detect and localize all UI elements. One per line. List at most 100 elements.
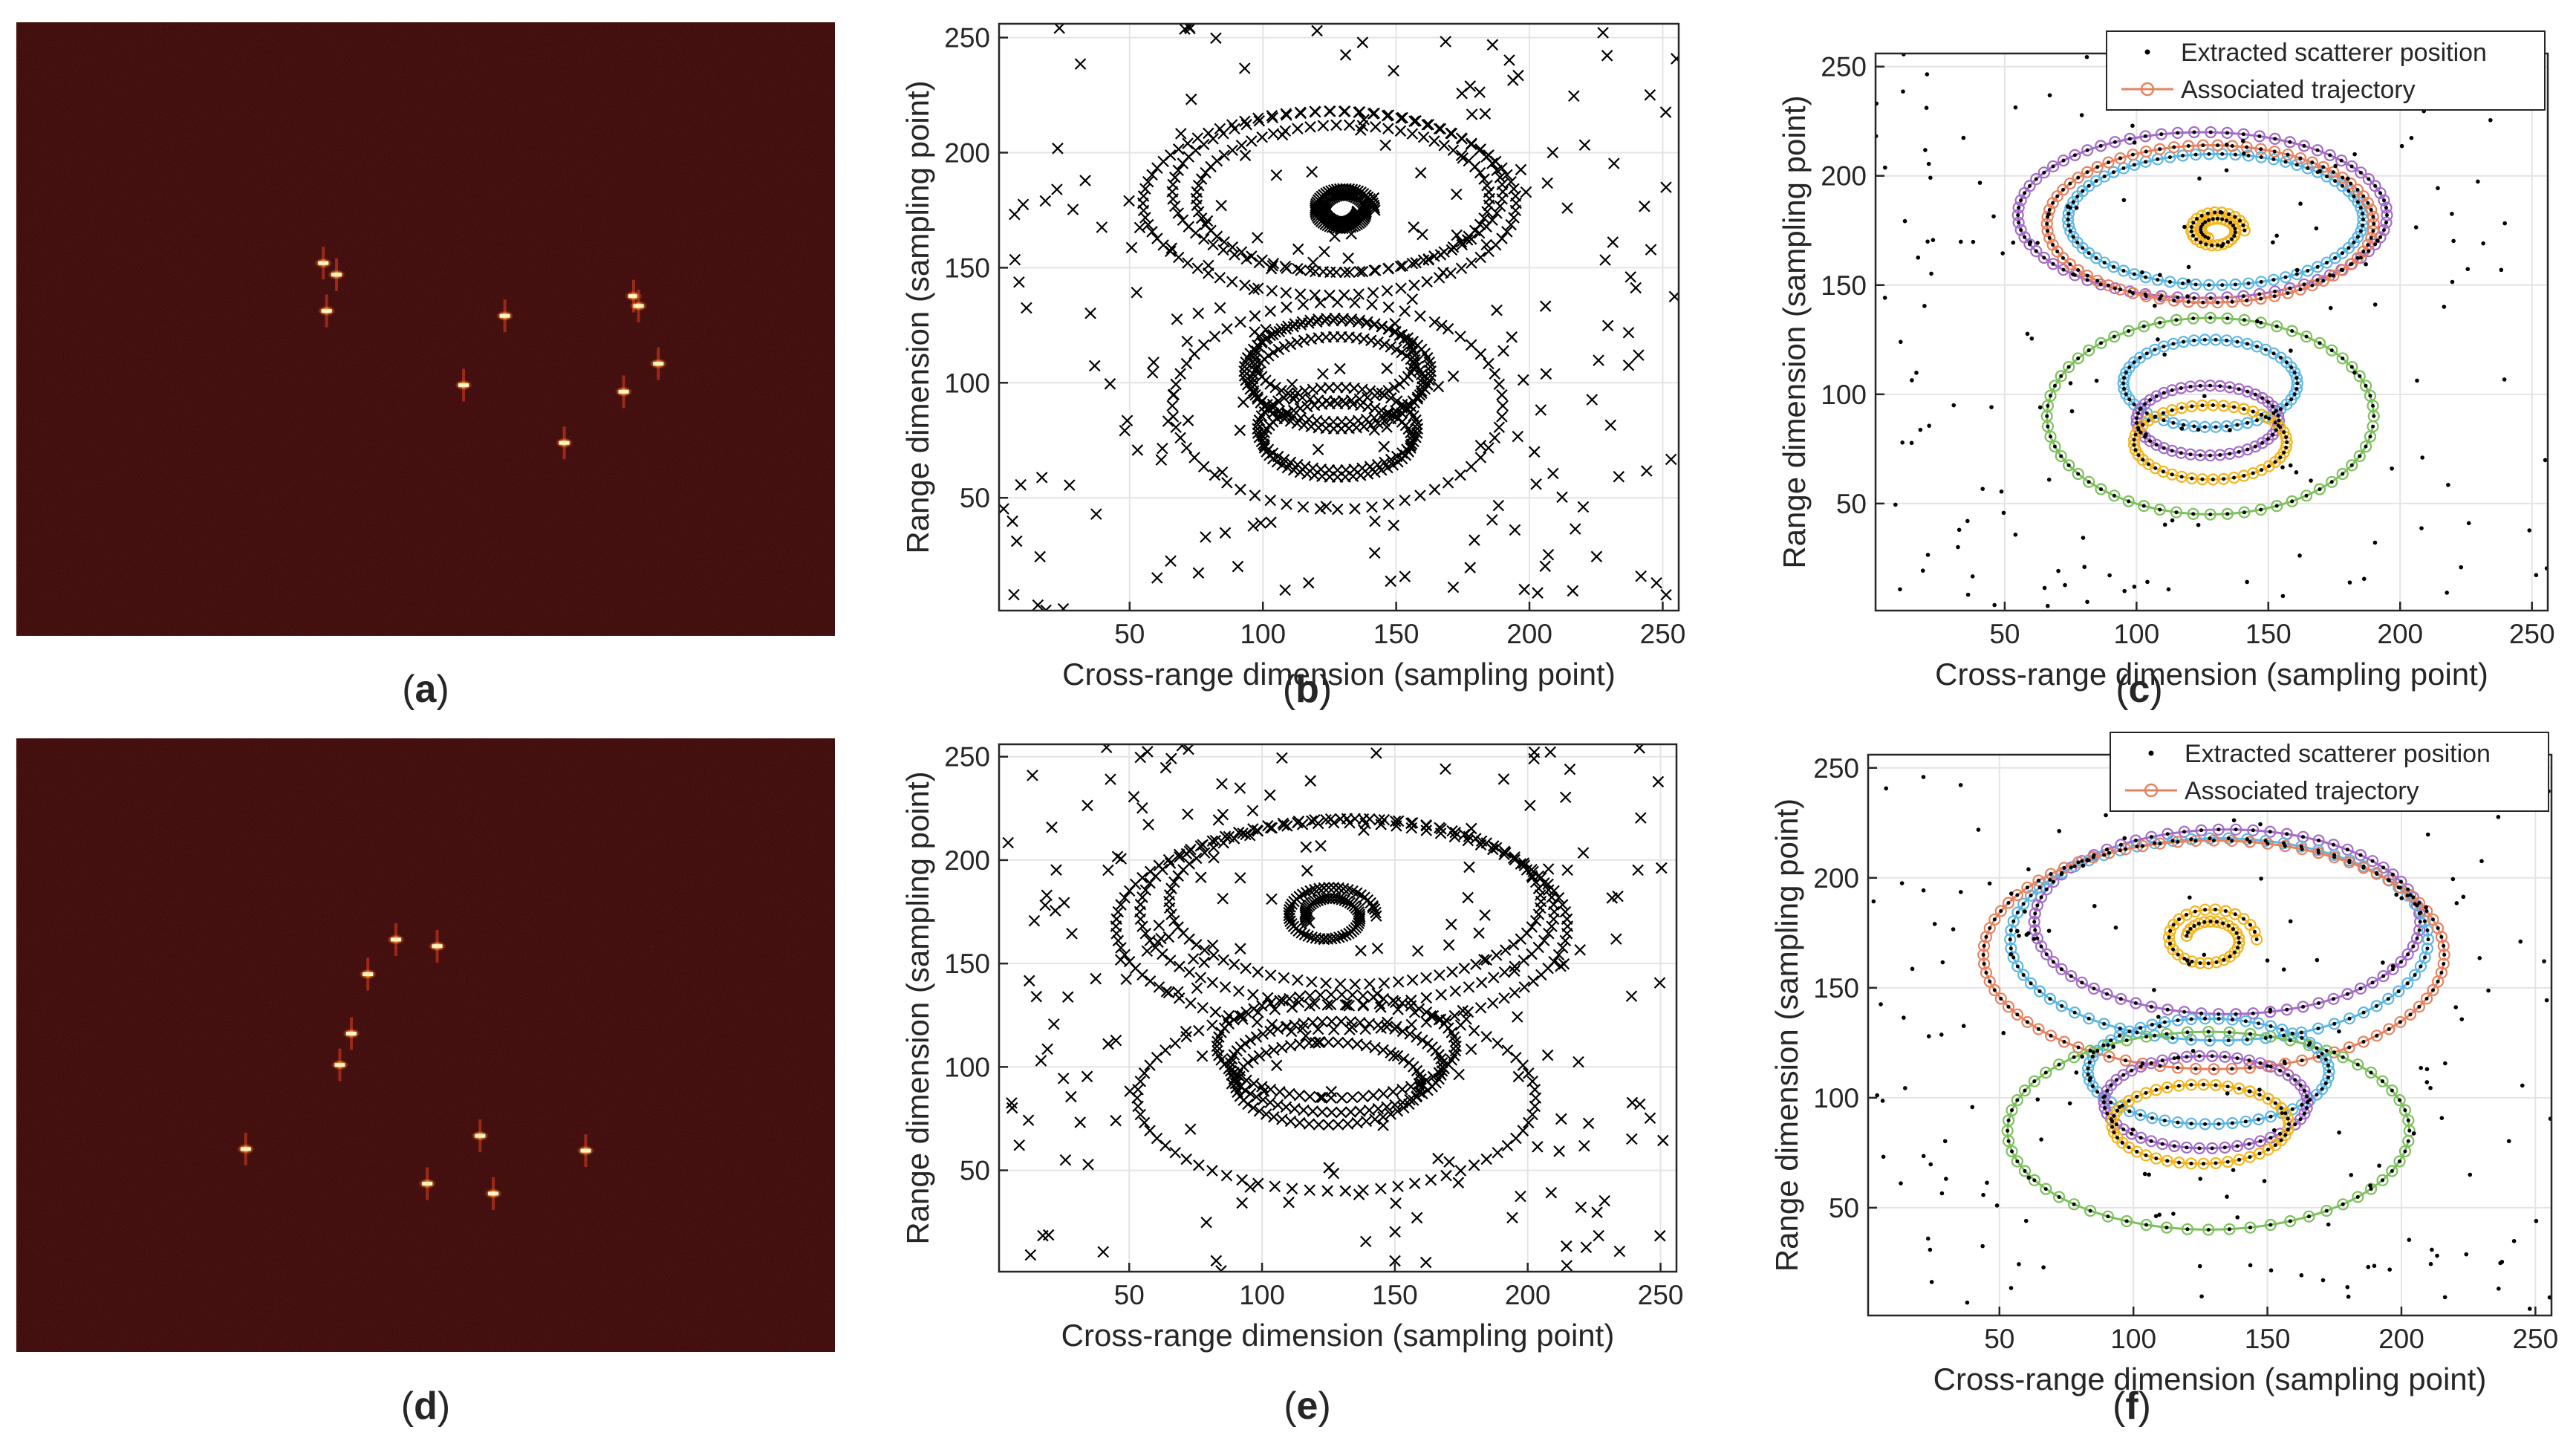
x-marker: [1286, 1183, 1298, 1195]
x-marker: [1336, 1092, 1348, 1104]
trajectory-marker: [2223, 1026, 2236, 1038]
scatterer-dot: [2199, 1294, 2204, 1299]
trajectory-marker: [2343, 1012, 2356, 1025]
x-marker: [1137, 204, 1150, 217]
scatterer-dot: [2257, 1117, 2261, 1122]
x-marker: [1542, 863, 1555, 875]
scatterer-dot: [2044, 887, 2049, 891]
scatterer-dot: [2015, 1159, 2020, 1163]
scatterer-dot: [2043, 1187, 2048, 1191]
scatterer-dot: [2337, 1029, 2341, 1034]
x-marker: [1144, 1059, 1156, 1071]
x-marker: [1449, 985, 1462, 998]
x-marker: [1593, 1229, 1604, 1242]
x-marker: [1660, 589, 1672, 601]
x-marker: [1252, 1177, 1264, 1190]
scatterer-7: [649, 347, 668, 380]
scatterer-dot: [2127, 1145, 2131, 1150]
scatterer-dot: [2085, 273, 2089, 278]
scatterer-dot: [2177, 917, 2182, 922]
trajectory-marker: [2255, 464, 2268, 476]
x-marker: [1268, 1044, 1280, 1056]
scatterer-dot: [2132, 443, 2136, 447]
trajectory-marker: [2346, 459, 2358, 472]
trajectory-marker: [2221, 507, 2234, 520]
x-marker: [1518, 857, 1530, 869]
scatterer-dot: [2071, 272, 2075, 277]
trajectory-marker: [2011, 1008, 2023, 1021]
scatterer-dot: [2106, 1043, 2110, 1047]
trajectory-marker: [2254, 316, 2267, 329]
x-marker: [1123, 195, 1135, 207]
scatterer-dot: [2047, 93, 2052, 98]
x-marker: [1165, 752, 1177, 764]
x-marker: [1311, 25, 1323, 37]
scatterer-dot: [1922, 304, 1927, 308]
x-marker: [1577, 847, 1590, 859]
x-marker: [1327, 817, 1340, 829]
x-marker: [1356, 36, 1369, 48]
scatterer-dot: [2144, 275, 2148, 279]
x-marker: [1304, 885, 1316, 897]
x-marker: [1272, 1023, 1284, 1035]
scatterer-dot: [2233, 912, 2237, 917]
scatterer-dot: [2046, 477, 2052, 482]
x-marker: [1327, 882, 1340, 894]
x-marker: [1228, 958, 1240, 971]
scatterer-dot: [2288, 140, 2292, 144]
x-marker: [1057, 602, 1070, 611]
scatterer-dot: [2268, 1035, 2273, 1039]
trajectory-marker: [2130, 997, 2142, 1009]
trajectory-marker: [2120, 366, 2133, 379]
trajectory-marker: [2226, 296, 2239, 308]
x-marker: [1381, 110, 1393, 122]
scatterer-dot: [2202, 952, 2207, 957]
trajectory-marker: [2281, 149, 2294, 161]
trajectory-marker: [2033, 985, 2046, 998]
scatterer-dot: [2068, 229, 2072, 233]
trajectory-marker: [2011, 1155, 2023, 1168]
x-marker: [1442, 322, 1454, 335]
trajectory-marker: [2320, 1077, 2332, 1090]
scatterer-dot: [2066, 204, 2070, 209]
x-marker: [1518, 583, 1530, 596]
x-marker: [1359, 1023, 1371, 1035]
trajectory-marker: [2401, 977, 2414, 989]
scatterer-dot: [2232, 234, 2237, 238]
scatterer-dot: [2442, 305, 2447, 309]
trajectory-marker: [2195, 824, 2208, 836]
trajectory-marker: [2223, 1223, 2236, 1235]
scatterer-dot: [2017, 206, 2021, 210]
y-tick-label: 250: [1813, 753, 1859, 784]
scatterer-dot: [2170, 839, 2175, 843]
trajectory-marker: [2161, 1081, 2173, 1094]
scatterer-dot: [2294, 163, 2299, 167]
scatterer-dot: [2431, 917, 2436, 922]
trajectory-marker: [2366, 976, 2379, 989]
x-marker: [1392, 976, 1405, 988]
scatterer-dot: [2165, 1085, 2170, 1090]
scatterer-dot: [2413, 902, 2417, 906]
x-marker: [1572, 1056, 1584, 1068]
x-marker: [1428, 484, 1441, 495]
scatterer-dot: [2257, 292, 2262, 296]
trajectory-marker: [2387, 963, 2399, 975]
y-tick-label: 150: [1813, 973, 1859, 1004]
trajectory-marker: [2107, 261, 2120, 273]
scatterer-dot: [2102, 174, 2107, 178]
scatterer-dot: [1909, 440, 1914, 446]
trajectory-marker: [2135, 1131, 2147, 1144]
scatterer-dot: [2006, 901, 2011, 905]
x-marker: [1348, 214, 1361, 226]
x-marker: [1255, 517, 1267, 529]
trajectory-marker: [2049, 380, 2061, 392]
scatterer-dot: [2413, 973, 2417, 978]
scatterer-dot: [2115, 1108, 2119, 1113]
scatterer-dot: [2225, 131, 2229, 135]
x-marker: [1244, 1181, 1256, 1193]
x-tick-label: 200: [2378, 1324, 2424, 1354]
trajectory-marker: [2222, 1034, 2235, 1047]
x-marker: [1330, 932, 1341, 944]
x-marker: [1465, 233, 1477, 245]
